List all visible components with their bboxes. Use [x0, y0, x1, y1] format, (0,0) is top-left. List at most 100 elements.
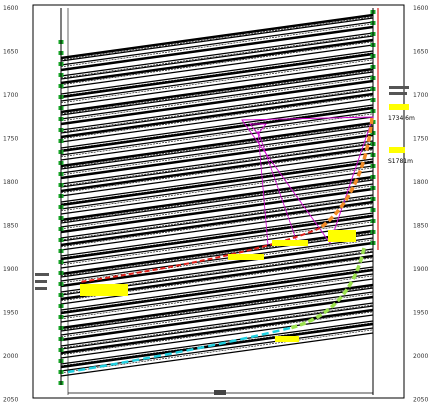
stratum-hatch	[60, 131, 374, 176]
stratum-line	[60, 146, 374, 193]
stratum-hatch	[60, 203, 374, 248]
stratum-hatch	[60, 185, 374, 230]
stratum-line	[60, 237, 374, 282]
right-depth-scale: 1600 1650 1700 1750 1800 1850 1900 1950 2000 2050	[413, 5, 428, 404]
stratum-hatch	[60, 239, 374, 284]
note-block-right-1	[389, 86, 409, 89]
label-highlight-4	[272, 240, 308, 246]
depth-label-1: 1734.6m	[388, 115, 415, 122]
right-depth-tick-label: 1900	[413, 266, 428, 273]
left-depth-tick-label: 1650	[3, 49, 18, 56]
stratum-line	[60, 273, 374, 318]
stratum-hatch	[60, 286, 374, 331]
magenta-line-2	[257, 130, 269, 246]
stratum-line	[60, 152, 374, 197]
stratum-line	[60, 278, 374, 323]
stratum-hatch	[60, 34, 374, 79]
magenta-symbol	[249, 123, 267, 135]
right-depth-tick-label: 1700	[413, 92, 428, 99]
stratum-line	[60, 62, 374, 107]
stratum-hatch	[60, 221, 374, 266]
right-depth-tick-label: 2000	[413, 353, 428, 360]
stratum-hatch	[60, 142, 374, 187]
stratum-line	[60, 233, 374, 278]
stratum-line	[60, 13, 374, 60]
stratum-line	[60, 308, 374, 355]
stratum-line	[60, 86, 374, 131]
trajectory-upper-red	[79, 227, 321, 283]
bottom-scale-label	[214, 390, 226, 395]
left-depth-tick-label: 1600	[3, 5, 18, 12]
stratum-line	[60, 212, 374, 257]
left-depth-tick-label: 1850	[3, 223, 18, 230]
stratum-line	[60, 260, 374, 305]
note-block-left-1	[35, 273, 49, 276]
stratum-line	[60, 200, 374, 247]
stratum-line	[60, 320, 374, 365]
stratum-line	[60, 160, 374, 207]
stratum-line	[60, 104, 374, 149]
stratum-line	[60, 295, 374, 342]
stratum-line	[60, 75, 374, 120]
stratum-hatch	[60, 149, 374, 194]
left-depth-tick-label: 1950	[3, 310, 18, 317]
stratum-hatch	[60, 88, 374, 133]
stratum-line	[60, 266, 374, 311]
stratum-hatch	[60, 41, 374, 86]
magenta-triangle	[241, 116, 374, 244]
stratum-line	[60, 287, 374, 332]
stratum-line	[60, 71, 374, 116]
stratum-hatch	[60, 293, 374, 338]
right-depth-tick-label: 1950	[413, 310, 428, 317]
stratum-line	[60, 229, 374, 276]
stratum-line	[60, 241, 374, 288]
left-depth-tick-label: 1800	[3, 179, 18, 186]
stratum-hatch	[60, 311, 374, 356]
stratum-line	[60, 332, 374, 377]
stratum-line	[60, 111, 374, 156]
note-block-left-3	[35, 287, 47, 290]
stratum-line	[60, 175, 374, 222]
stratum-line	[60, 125, 374, 170]
stratum-line	[60, 140, 374, 185]
trajectory-upper-orange	[318, 117, 374, 230]
right-depth-tick-label: 1850	[413, 223, 428, 230]
magenta-line	[257, 130, 299, 246]
stratum-hatch	[60, 113, 374, 158]
right-depth-tick-label: 1600	[413, 5, 428, 12]
left-depth-tick-label: 2050	[3, 397, 18, 404]
diagram-frame	[32, 4, 405, 399]
stratum-line	[60, 92, 374, 139]
left-depth-scale: 1600 1650 1700 1750 1800 1850 1900 1950 2000 2050	[3, 5, 18, 404]
stratum-hatch	[60, 329, 374, 374]
stratum-line	[60, 206, 374, 251]
stratum-line	[60, 17, 374, 62]
strata-layers	[60, 13, 374, 377]
stratum-line	[60, 98, 374, 143]
stratum-line	[60, 302, 374, 347]
stratum-line	[60, 224, 374, 269]
label-highlight-3	[328, 230, 356, 242]
stratum-line	[60, 183, 374, 228]
stratum-line	[60, 50, 374, 95]
label-highlight-2	[389, 147, 405, 153]
stratum-line	[60, 283, 374, 330]
depth-label-2: S1781m	[388, 158, 413, 165]
stratum-line	[60, 291, 374, 336]
note-block-left-2	[35, 280, 47, 283]
label-highlight-1	[389, 104, 409, 110]
stratum-line	[60, 35, 374, 80]
right-depth-tick-label: 1650	[413, 49, 428, 56]
stratum-hatch	[60, 59, 374, 104]
stratum-line	[60, 268, 374, 315]
stratum-line	[60, 32, 374, 77]
label-highlight-7	[275, 336, 299, 342]
right-depth-tick-label: 2050	[413, 397, 428, 404]
stratum-line	[60, 305, 374, 350]
stratum-line	[60, 322, 374, 369]
stratum-line	[60, 52, 374, 99]
stratum-line	[60, 116, 374, 161]
stratum-hatch	[60, 77, 374, 122]
stratum-line	[60, 129, 374, 174]
